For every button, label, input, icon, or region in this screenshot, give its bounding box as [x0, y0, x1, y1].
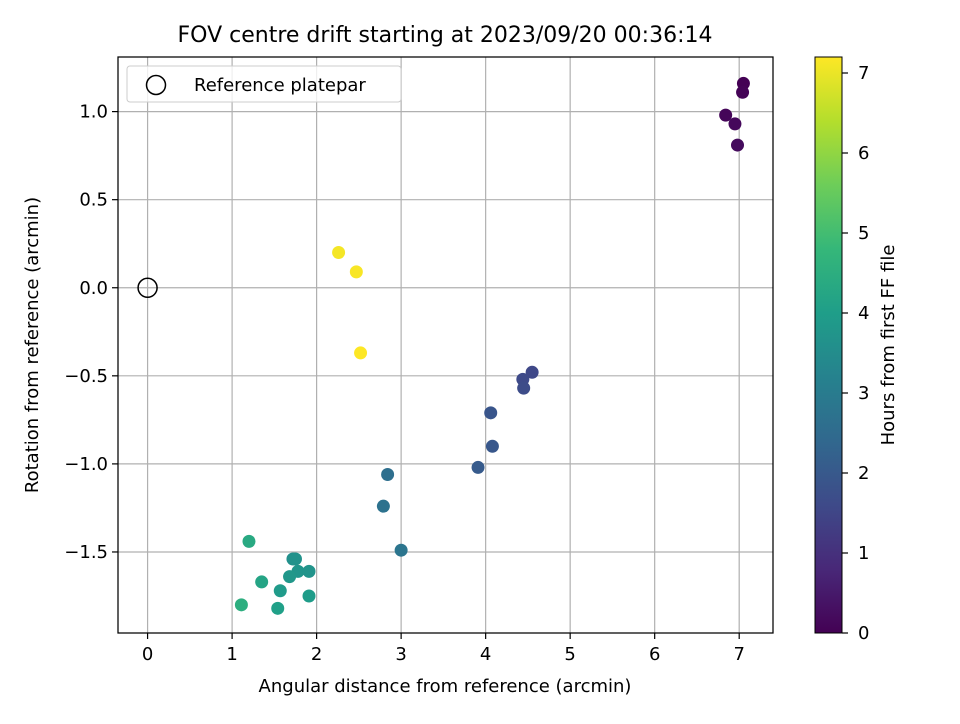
data-point: [242, 534, 256, 548]
data-point: [283, 570, 297, 584]
colorbar: Hours from first FF file 0 1 2 3 4 5 6 7: [814, 56, 899, 644]
colorbar-tick-label: 0: [858, 623, 869, 644]
data-point: [273, 584, 287, 598]
legend-reference-marker: [145, 74, 167, 96]
data-point: [394, 543, 408, 557]
plot-frame: [117, 56, 774, 634]
axis-ticks: 0 1 2 3 4 5 6 7 −1.5 −1.0 −0.5 0.0 0.5 1.0: [64, 102, 745, 665]
x-tick-label: 3: [395, 644, 406, 665]
data-point: [719, 108, 733, 122]
data-point: [484, 406, 498, 420]
data-point: [354, 346, 368, 360]
legend-box: [126, 65, 402, 103]
data-point: [302, 589, 316, 603]
data-point: [471, 460, 485, 474]
x-tick-label: 5: [564, 644, 575, 665]
data-point: [376, 499, 390, 513]
reference-point: [137, 277, 158, 299]
data-point: [731, 138, 745, 152]
x-tick-label: 6: [649, 644, 660, 665]
x-tick-label: 4: [480, 644, 491, 665]
colorbar-tick-label: 6: [858, 143, 869, 164]
colorbar-gradient: [814, 56, 843, 634]
y-tick-label: −1.5: [64, 542, 108, 563]
colorbar-label: Hours from first FF file: [878, 245, 899, 446]
y-tick-label: 1.0: [79, 102, 108, 123]
data-point: [255, 575, 269, 589]
colorbar-tick-label: 1: [858, 543, 869, 564]
data-point: [736, 85, 750, 99]
x-tick-label: 1: [226, 644, 237, 665]
data-point: [332, 246, 346, 260]
colorbar-tick-label: 2: [858, 463, 869, 484]
colorbar-tick-label: 3: [858, 383, 869, 404]
legend-entry-label: Reference platepar: [194, 75, 366, 96]
x-tick-label: 0: [142, 644, 153, 665]
y-axis-label: Rotation from reference (arcmin): [22, 197, 43, 493]
data-point: [349, 265, 363, 279]
y-tick-label: −1.0: [64, 454, 108, 475]
grid: [118, 57, 773, 633]
colorbar-tick-label: 7: [858, 63, 869, 84]
x-tick-label: 2: [311, 644, 322, 665]
x-tick-label: 7: [733, 644, 744, 665]
colorbar-tick-label: 5: [858, 223, 869, 244]
data-point: [302, 564, 316, 578]
data-points: [137, 76, 750, 615]
data-point: [271, 601, 285, 615]
data-point: [728, 117, 742, 131]
x-axis-label: Angular distance from reference (arcmin): [259, 676, 632, 697]
data-point: [485, 439, 499, 453]
data-point: [381, 467, 395, 481]
legend: Reference platepar: [126, 65, 402, 103]
data-point: [517, 381, 531, 395]
data-point: [288, 552, 302, 566]
data-point: [234, 598, 248, 612]
colorbar-tick-label: 4: [858, 303, 869, 324]
y-tick-label: 0.0: [79, 278, 108, 299]
y-tick-label: 0.5: [79, 190, 108, 211]
data-point: [525, 365, 539, 379]
chart-title: FOV centre drift starting at 2023/09/20 …: [178, 23, 713, 48]
y-tick-label: −0.5: [64, 366, 108, 387]
